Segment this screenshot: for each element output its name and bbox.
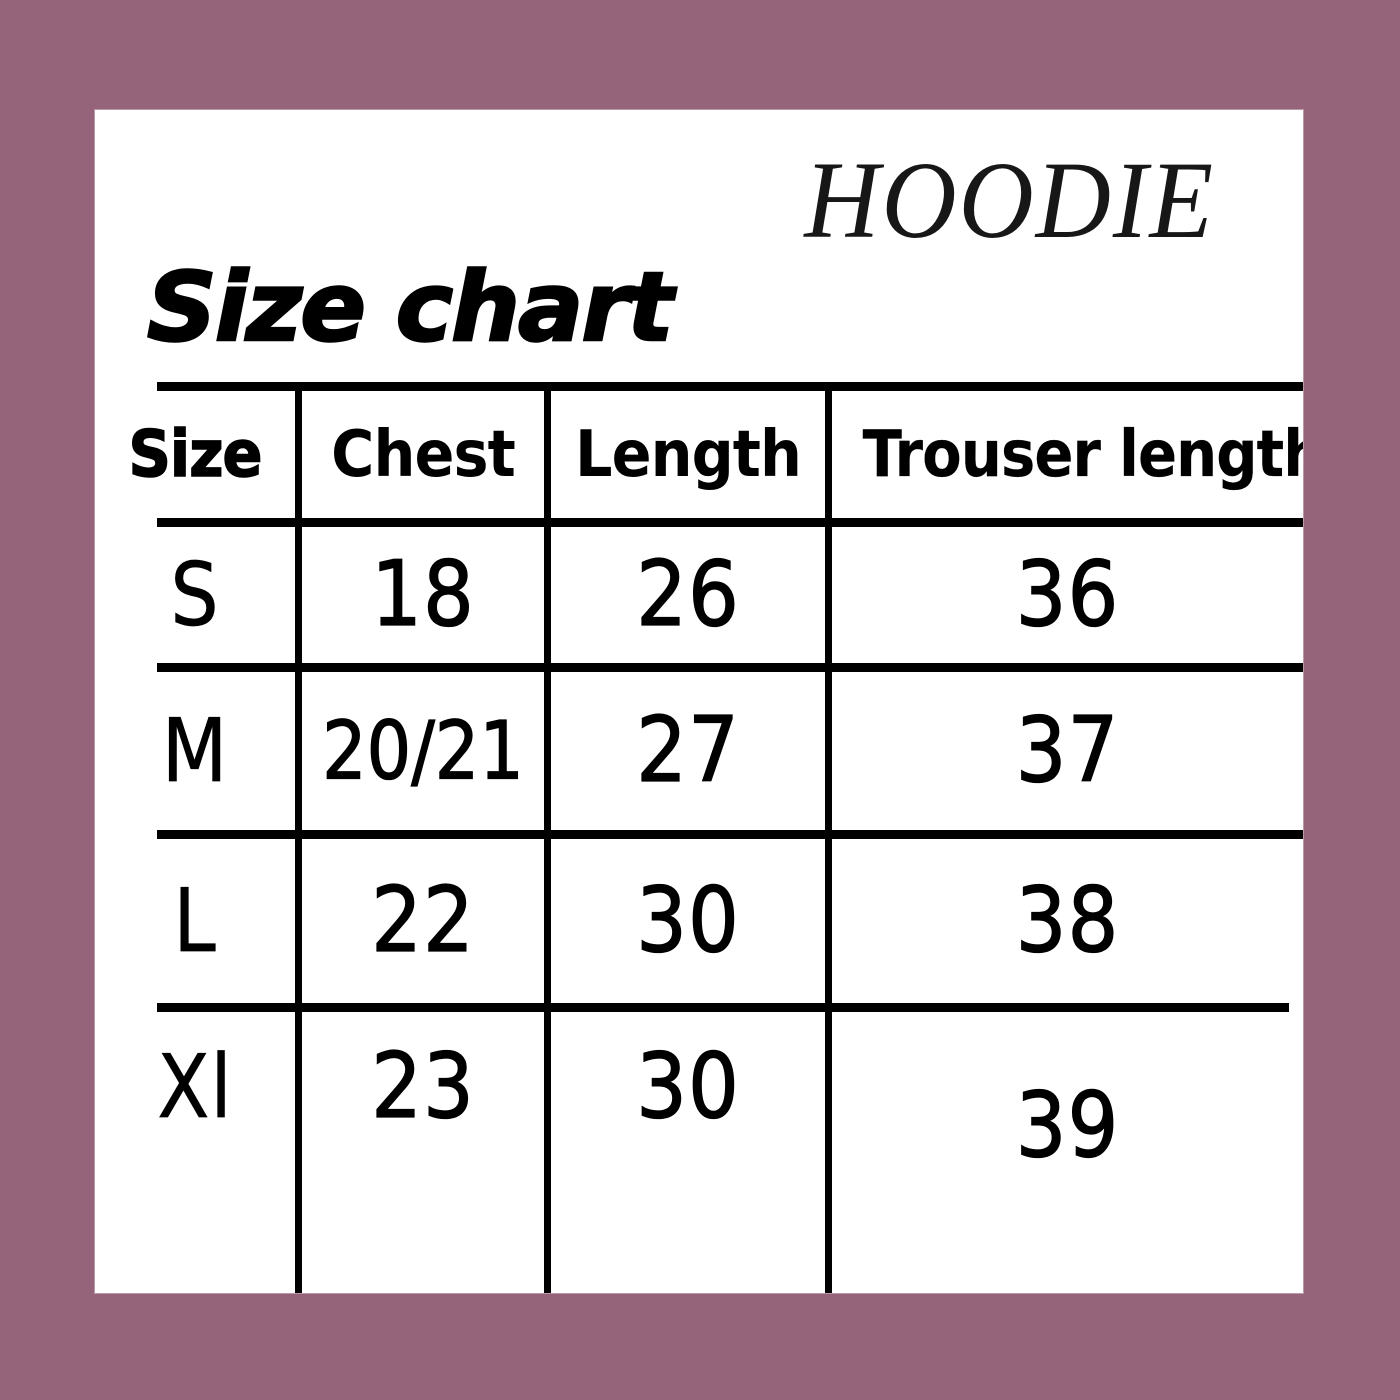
row-divider-m-l (157, 830, 1303, 839)
page-title: Size chart (146, 253, 675, 363)
row-divider-s-m (157, 663, 1303, 672)
table-row-s-length: 26 (635, 542, 740, 647)
header-bottom-rule (157, 518, 1303, 527)
table-row-m-chest: 20/21 (322, 704, 525, 798)
table-row-xl-length: 30 (635, 1034, 740, 1139)
table-row-xl-trouser-length: 39 (1015, 1072, 1120, 1178)
size-chart-card: HOODIE Size chart Size Chest Length Trou… (95, 110, 1303, 1293)
table-row-m-size: M (161, 699, 229, 802)
table-top-rule (157, 382, 1303, 391)
table-row-l-trouser-length: 38 (1015, 868, 1120, 973)
table-row-s-chest: 18 (370, 542, 475, 647)
column-divider-size-chest (295, 388, 302, 1293)
column-header-chest: Chest (331, 417, 516, 492)
table-row-xl-size: Xl (157, 1035, 233, 1138)
column-header-size: Size (128, 417, 264, 492)
column-divider-chest-length (544, 388, 551, 1293)
column-divider-length-trouser (825, 388, 832, 1293)
table-row-l-size: L (173, 869, 217, 972)
column-header-length: Length (574, 417, 802, 492)
table-row-m-length: 27 (635, 698, 740, 803)
size-chart-table: Size Chest Length Trouser length S 18 26… (95, 110, 1303, 1293)
heading-block: HOODIE Size chart (95, 110, 1303, 388)
table-row-s-trouser-length: 36 (1015, 542, 1120, 647)
table-row-xl-chest: 23 (370, 1034, 475, 1139)
product-name-heading: HOODIE (804, 139, 1215, 262)
row-divider-l-xl (157, 1003, 1289, 1012)
table-row-l-length: 30 (635, 868, 740, 973)
table-row-l-chest: 22 (370, 868, 475, 973)
column-header-trouser-length: Trouser length (862, 417, 1303, 492)
table-row-m-trouser-length: 37 (1015, 698, 1120, 803)
table-row-s-size: S (170, 543, 220, 646)
